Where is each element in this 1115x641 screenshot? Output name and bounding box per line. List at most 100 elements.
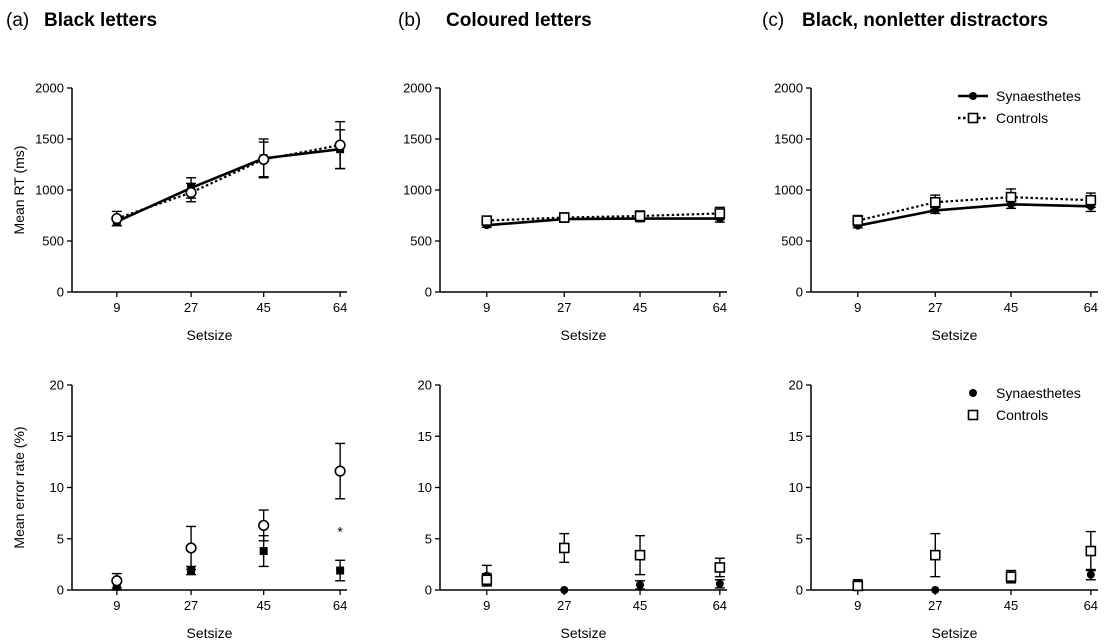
y-tick-label: 0 xyxy=(425,583,432,598)
data-point xyxy=(634,549,646,561)
data-point xyxy=(715,579,724,588)
legend-label: Controls xyxy=(996,110,1048,126)
x-tick-label: 27 xyxy=(928,598,942,613)
y-tick-label: 0 xyxy=(796,285,803,300)
y-tick-label: 15 xyxy=(418,429,432,444)
panel-letter-c: (c) xyxy=(762,10,784,31)
data-point xyxy=(258,153,270,165)
data-point xyxy=(852,580,864,592)
x-tick-label: 9 xyxy=(113,598,120,613)
series-line xyxy=(116,147,341,223)
series-controls xyxy=(111,120,346,227)
series-controls xyxy=(852,188,1097,227)
x-axis-label: Setsize xyxy=(561,327,607,343)
x-axis-label: Setsize xyxy=(561,625,607,641)
y-tick-label: 15 xyxy=(789,429,803,444)
x-tick-label: 27 xyxy=(184,300,198,315)
data-point xyxy=(714,562,726,573)
data-point xyxy=(929,196,941,208)
data-point xyxy=(111,575,123,587)
data-point xyxy=(185,186,197,199)
y-tick-label: 1000 xyxy=(774,183,803,198)
legend-label: Synaesthetes xyxy=(996,385,1081,401)
legend-marker xyxy=(967,409,979,421)
data-point xyxy=(852,215,864,226)
data-point xyxy=(560,586,569,594)
chart-rt-nonletter: 0 500 1000 1500 2000 9 27 45 64 Setsize Synaesthet… xyxy=(774,81,1098,344)
chart-err-coloured: 0 5 10 15 20 9 27 45 64 Setsize xyxy=(418,378,728,641)
y-tick-label: 500 xyxy=(42,234,64,249)
x-tick-label: 45 xyxy=(1004,300,1018,315)
y-tick-label: 0 xyxy=(796,583,803,598)
y-tick-label: 500 xyxy=(781,234,803,249)
x-axis-label: Setsize xyxy=(187,327,233,343)
panel-title-b: Coloured letters xyxy=(446,10,592,31)
y-tick-label: 2000 xyxy=(774,81,803,96)
y-tick-label: 0 xyxy=(57,285,64,300)
series-line xyxy=(857,202,1091,227)
x-tick-label: 64 xyxy=(333,300,347,315)
data-point xyxy=(1085,194,1097,206)
data-point xyxy=(636,580,645,589)
data-point xyxy=(187,566,196,575)
x-tick-label: 9 xyxy=(113,300,120,315)
series-line xyxy=(857,196,1091,222)
y-tick-label: 5 xyxy=(796,531,803,546)
y-axis-label: Mean RT (ms) xyxy=(11,146,27,235)
y-tick-label: 10 xyxy=(789,480,803,495)
data-point xyxy=(1086,570,1095,579)
data-point xyxy=(258,519,270,532)
y-tick-label: 0 xyxy=(425,285,432,300)
x-tick-label: 64 xyxy=(713,598,727,613)
x-tick-label: 64 xyxy=(1084,300,1098,315)
chart-err-black: 0 5 10 15 20 9 27 45 64 Setsize Mean error rate (%… xyxy=(11,378,347,641)
data-point xyxy=(714,208,726,219)
chart-rt-coloured: 0 500 1000 1500 2000 9 27 45 64 Setsize xyxy=(403,81,727,344)
legend-label: Controls xyxy=(996,407,1048,423)
data-point xyxy=(1005,571,1017,582)
series-controls xyxy=(852,530,1097,592)
panel-letter-b: (b) xyxy=(398,10,421,31)
series-line xyxy=(486,212,720,222)
y-tick-label: 0 xyxy=(57,583,64,598)
legend: Synaesthetes Controls xyxy=(967,385,1081,423)
series-controls xyxy=(481,532,726,587)
x-tick-label: 45 xyxy=(256,598,270,613)
x-tick-label: 45 xyxy=(633,300,647,315)
panel-heading-c: (c) Black, nonletter distractors xyxy=(762,10,1048,31)
y-tick-label: 10 xyxy=(418,480,432,495)
y-tick-label: 1500 xyxy=(403,132,432,147)
series-synaesthetes xyxy=(111,129,346,227)
data-point xyxy=(336,566,345,575)
y-tick-label: 20 xyxy=(50,378,64,393)
y-tick-label: 20 xyxy=(789,378,803,393)
data-point xyxy=(185,542,197,554)
data-point xyxy=(111,212,123,225)
panel-heading-b: (b) Coloured letters xyxy=(398,10,592,31)
series-synaesthetes xyxy=(852,199,1096,230)
data-point xyxy=(1085,545,1097,557)
y-tick-label: 500 xyxy=(410,234,432,249)
y-tick-label: 1500 xyxy=(774,132,803,147)
data-point xyxy=(929,549,941,561)
x-tick-label: 9 xyxy=(854,598,861,613)
y-tick-label: 1500 xyxy=(35,132,64,147)
y-tick-label: 1000 xyxy=(403,183,432,198)
x-tick-label: 64 xyxy=(1084,598,1098,613)
x-axis-label: Setsize xyxy=(932,625,978,641)
data-point xyxy=(931,206,940,215)
x-tick-label: 27 xyxy=(557,300,571,315)
series-line xyxy=(486,217,720,227)
series-synaesthetes xyxy=(111,534,346,591)
x-tick-label: 45 xyxy=(256,300,270,315)
data-point xyxy=(558,542,570,554)
data-point xyxy=(481,574,493,586)
chart-err-nonletter: 0 5 10 15 20 9 27 45 64 Setsize Synaesthetes Contro… xyxy=(789,378,1099,641)
y-tick-label: 1000 xyxy=(35,183,64,198)
significance-star: * xyxy=(337,524,343,540)
data-point xyxy=(481,215,493,226)
x-tick-label: 27 xyxy=(557,598,571,613)
y-axis-label: Mean error rate (%) xyxy=(11,426,27,548)
y-tick-label: 5 xyxy=(425,531,432,546)
